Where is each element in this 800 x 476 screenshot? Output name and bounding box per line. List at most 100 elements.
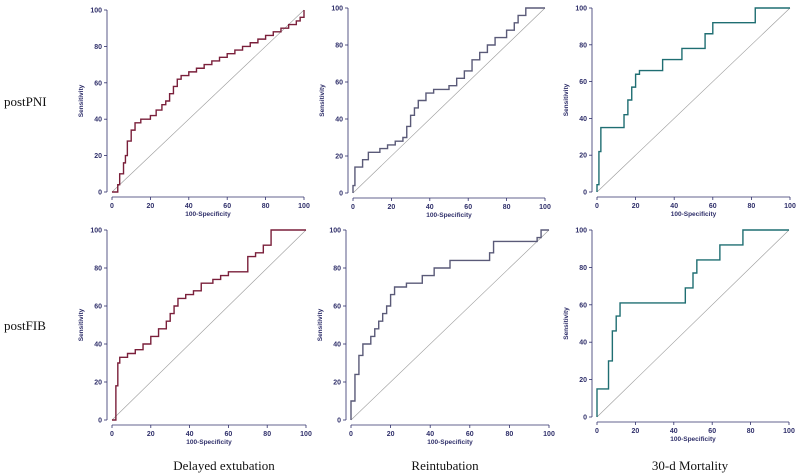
roc-curve xyxy=(350,229,549,420)
x-tick-label-80: 80 xyxy=(262,203,270,210)
x-tick-label-20: 20 xyxy=(388,204,396,211)
y-tick-label-100: 100 xyxy=(575,228,587,235)
roc-curve xyxy=(596,229,789,417)
y-tick-label-0: 0 xyxy=(98,418,102,425)
y-tick-label-60: 60 xyxy=(94,304,102,311)
y-tick-label-100: 100 xyxy=(90,8,102,15)
x-tick-label-80: 80 xyxy=(747,428,755,435)
y-tick-label-0: 0 xyxy=(98,190,102,197)
y-tick-label-40: 40 xyxy=(579,116,587,123)
y-tick-label-0: 0 xyxy=(583,415,587,422)
y-tick-label-20: 20 xyxy=(333,380,341,387)
x-axis-title: 100-Specificity xyxy=(670,436,716,443)
roc-panel-postpni-delayed-extubation: 0 20 40 60 80 100 0 20 40 60 80 100 100-Specificity S… xyxy=(78,8,310,219)
y-tick-label-60: 60 xyxy=(579,79,587,86)
x-tick-label-40: 40 xyxy=(670,428,678,435)
roc-curve xyxy=(112,10,305,193)
x-tick-label-40: 40 xyxy=(185,203,193,210)
y-tick-label-0: 0 xyxy=(337,418,341,425)
y-tick-label-60: 60 xyxy=(94,80,102,87)
diagonal-reference-line xyxy=(111,229,307,421)
roc-curve xyxy=(112,229,306,421)
x-tick-label-80: 80 xyxy=(263,431,271,438)
x-tick-label-20: 20 xyxy=(147,431,155,438)
x-tick-label-80: 80 xyxy=(506,431,514,438)
y-tick-label-40: 40 xyxy=(94,342,102,349)
roc-panel-postpni-reintubation: 0 20 40 60 80 100 0 20 40 60 80 100 100-Specificity S… xyxy=(319,6,551,220)
x-axis-title: 100-Specificity xyxy=(185,211,231,218)
x-tick-label-20: 20 xyxy=(632,428,640,435)
y-tick-label-20: 20 xyxy=(579,377,587,384)
roc-curve xyxy=(596,7,790,192)
x-tick-label-20: 20 xyxy=(632,203,640,210)
diagonal-reference-line xyxy=(596,7,791,193)
y-tick-label-20: 20 xyxy=(94,153,102,160)
x-tick-label-100: 100 xyxy=(300,431,312,438)
y-axis-title: Sensitivity xyxy=(563,307,570,340)
x-tick-label-0: 0 xyxy=(595,428,599,435)
x-tick-label-60: 60 xyxy=(709,203,717,210)
roc-panel-postfib-reintubation: 0 20 40 60 80 100 0 20 40 60 80 100 100-Specificity S… xyxy=(317,228,555,447)
y-tick-label-100: 100 xyxy=(90,228,102,235)
x-tick-label-0: 0 xyxy=(349,431,353,438)
y-axis-title: Sensitivity xyxy=(563,83,570,116)
y-tick-label-100: 100 xyxy=(575,6,587,13)
y-tick-label-100: 100 xyxy=(329,228,341,235)
diagonal-reference-line xyxy=(596,229,790,418)
x-tick-label-20: 20 xyxy=(147,203,155,210)
x-tick-label-20: 20 xyxy=(387,431,395,438)
x-tick-label-100: 100 xyxy=(543,431,555,438)
x-tick-label-100: 100 xyxy=(298,203,310,210)
y-tick-label-40: 40 xyxy=(333,342,341,349)
y-tick-label-40: 40 xyxy=(579,340,587,347)
diagonal-reference-line xyxy=(111,9,305,193)
y-tick-label-0: 0 xyxy=(339,191,343,198)
x-tick-label-0: 0 xyxy=(110,203,114,210)
x-tick-label-100: 100 xyxy=(539,204,551,211)
y-axis-title: Sensitivity xyxy=(78,308,85,341)
y-tick-label-80: 80 xyxy=(333,266,341,273)
y-axis-title: Sensitivity xyxy=(317,308,324,341)
x-tick-label-60: 60 xyxy=(464,204,472,211)
x-axis-title: 100-Specificity xyxy=(186,439,232,446)
diagonal-reference-line xyxy=(352,7,546,194)
y-tick-label-60: 60 xyxy=(335,80,343,87)
x-tick-label-100: 100 xyxy=(783,428,795,435)
x-tick-label-60: 60 xyxy=(466,431,474,438)
roc-curve xyxy=(352,7,545,193)
x-tick-label-0: 0 xyxy=(110,431,114,438)
y-tick-label-20: 20 xyxy=(94,380,102,387)
y-tick-label-80: 80 xyxy=(579,42,587,49)
x-tick-label-80: 80 xyxy=(503,204,511,211)
y-tick-label-80: 80 xyxy=(94,44,102,51)
roc-panel-postpni-30d-mortality: 0 20 40 60 80 100 0 20 40 60 80 100 100-Specificity S… xyxy=(563,6,796,219)
y-tick-label-20: 20 xyxy=(579,153,587,160)
x-tick-label-60: 60 xyxy=(223,203,231,210)
x-tick-label-40: 40 xyxy=(426,431,434,438)
y-tick-label-100: 100 xyxy=(331,6,343,13)
column-label-delayed-extubation: Delayed extubation xyxy=(173,458,275,473)
y-tick-label-40: 40 xyxy=(335,117,343,124)
x-axis-title: 100-Specificity xyxy=(427,439,473,446)
roc-panel-postfib-delayed-extubation: 0 20 40 60 80 100 0 20 40 60 80 100 100-Specificity S… xyxy=(78,228,312,447)
column-label-reintubation: Reintubation xyxy=(411,458,479,473)
y-axis-title: Sensitivity xyxy=(319,84,326,117)
x-tick-label-40: 40 xyxy=(186,431,194,438)
row-label-postpni: postPNI xyxy=(4,94,47,109)
x-tick-label-60: 60 xyxy=(225,431,233,438)
diagonal-reference-line xyxy=(350,229,550,421)
x-tick-label-80: 80 xyxy=(748,203,756,210)
y-tick-label-80: 80 xyxy=(579,265,587,272)
x-tick-label-0: 0 xyxy=(351,204,355,211)
x-axis-title: 100-Specificity xyxy=(426,212,472,219)
x-tick-label-40: 40 xyxy=(670,203,678,210)
y-tick-label-40: 40 xyxy=(94,117,102,124)
y-tick-label-60: 60 xyxy=(579,302,587,309)
roc-panel-postfib-30d-mortality: 0 20 40 60 80 100 0 20 40 60 80 100 100-Specificity S… xyxy=(563,228,795,444)
y-tick-label-60: 60 xyxy=(333,304,341,311)
y-tick-label-20: 20 xyxy=(335,154,343,161)
y-tick-label-80: 80 xyxy=(94,266,102,273)
y-tick-label-80: 80 xyxy=(335,43,343,50)
column-label-30d-mortality: 30-d Mortality xyxy=(652,458,729,473)
x-axis-title: 100-Specificity xyxy=(671,211,717,218)
